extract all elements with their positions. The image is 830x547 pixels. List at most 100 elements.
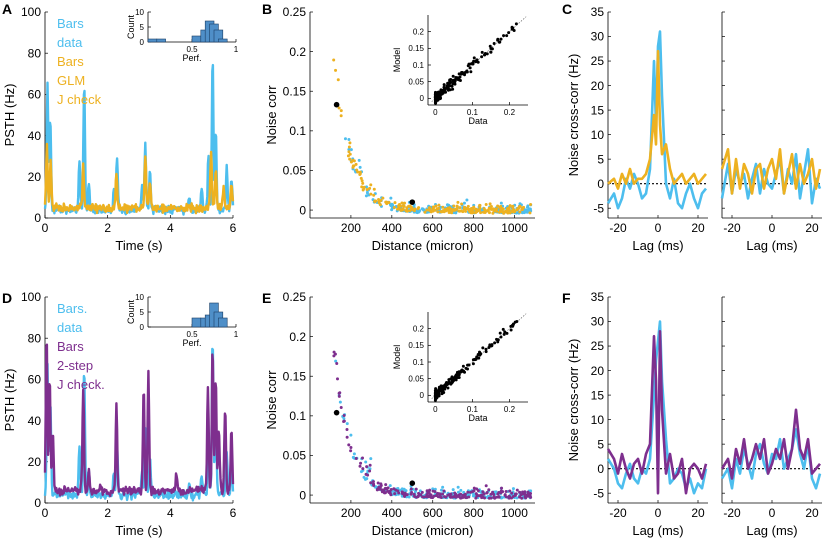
panel-b-point bbox=[393, 201, 397, 205]
panel-b-x-tick-label: 800 bbox=[464, 221, 484, 235]
panel-b-point bbox=[377, 198, 381, 202]
panel-b-inset-point bbox=[441, 89, 445, 93]
panel-b-point bbox=[472, 205, 476, 209]
panel-b-inset-point bbox=[492, 41, 496, 45]
panel-b-inset-point bbox=[437, 90, 441, 94]
panel-a-series-1 bbox=[43, 142, 235, 215]
panel-a-inset-bar bbox=[156, 38, 166, 43]
panel-b-inset-point bbox=[499, 37, 503, 41]
panel-c-series-1 bbox=[720, 148, 822, 195]
panel-b-point bbox=[487, 211, 491, 215]
panel-b-point bbox=[351, 165, 355, 169]
panel-b-point bbox=[348, 141, 352, 145]
panel-e-point bbox=[388, 484, 392, 488]
panel-e-point bbox=[414, 490, 418, 494]
panel-b-point bbox=[408, 209, 412, 213]
panel-f-y-tick-label: 10 bbox=[591, 413, 605, 427]
panel-b-inset-y-tick-label: 0.2 bbox=[413, 27, 425, 36]
panel-b-point bbox=[452, 204, 456, 208]
panel-b-point bbox=[389, 196, 393, 200]
panel-e-inset-y-tick-label: 0.05 bbox=[408, 374, 424, 383]
panel-b-point bbox=[478, 203, 482, 207]
panel-b-inset-ylabel: Model bbox=[392, 48, 402, 73]
panel-b-inset-point bbox=[451, 74, 455, 78]
panel-f-right-subplot: -20 0 20 Lag (ms) bbox=[720, 296, 822, 538]
panel-e-point bbox=[456, 490, 460, 494]
panel-e-point bbox=[495, 495, 499, 499]
panel-b-point bbox=[354, 162, 358, 166]
panel-e-point bbox=[409, 487, 413, 491]
panel-e-point bbox=[508, 489, 512, 493]
panel-b-inset-point bbox=[451, 87, 455, 91]
panel-b-point bbox=[368, 186, 372, 190]
panel-e-point bbox=[526, 490, 530, 494]
panel-e-inset-xlabel: Data bbox=[468, 413, 487, 423]
panel-e-inset-point bbox=[484, 350, 488, 354]
panel-e-inset-point bbox=[498, 331, 502, 335]
panel-e-inset-point bbox=[434, 395, 438, 399]
panel-b-inset-point bbox=[472, 56, 476, 60]
panel-b-point bbox=[377, 201, 381, 205]
panel-b-point bbox=[343, 137, 347, 141]
panel-b-point bbox=[403, 201, 407, 205]
panel-e-point bbox=[444, 495, 448, 499]
panel-e-inset-point bbox=[462, 370, 466, 374]
panel-b-point bbox=[447, 203, 451, 207]
panel-e-point bbox=[431, 487, 435, 491]
panel-b-inset-point bbox=[489, 50, 493, 54]
panel-d-inset-bar bbox=[218, 317, 228, 328]
panel-b-point bbox=[436, 210, 440, 214]
panel-a-inset-ylabel: Count bbox=[126, 15, 136, 40]
panel-b-inset-point bbox=[453, 78, 457, 82]
panel-e-point bbox=[376, 481, 380, 485]
panel-b-y-tick-label: 0 bbox=[299, 203, 306, 217]
panel-b-x-tick-label: 400 bbox=[382, 221, 402, 235]
panel-f-y-tick-label: 20 bbox=[591, 364, 605, 378]
panel-e-inset-point bbox=[471, 362, 475, 366]
panel-e-x-tick-label: 1000 bbox=[501, 506, 528, 520]
panel-c-y-tick-label: -5 bbox=[593, 201, 604, 215]
panel-e-point bbox=[361, 467, 365, 471]
panel-e-inset-point bbox=[444, 382, 448, 386]
panel-b-inset-point bbox=[436, 95, 440, 99]
panel-d-inset-y-tick-label: 5 bbox=[140, 308, 145, 317]
panel-a-x-tick-label: 2 bbox=[104, 221, 111, 235]
panel-e-point bbox=[342, 419, 346, 423]
panel-b-inset-point bbox=[433, 95, 437, 99]
panel-d-xlabel: Time (s) bbox=[115, 523, 162, 538]
panel-c-y-tick-label: 25 bbox=[591, 54, 605, 68]
panel-b-label: B bbox=[262, 1, 272, 17]
panel-e-inset-point bbox=[447, 380, 451, 384]
panel-d-y-tick-label: 40 bbox=[28, 414, 42, 428]
panel-d-x-tick-label: 6 bbox=[230, 506, 237, 520]
panel-b-point bbox=[511, 205, 515, 209]
panel-b-inset-point bbox=[458, 79, 462, 83]
panel-e-y-tick-label: 0.2 bbox=[289, 330, 306, 344]
panel-e-point bbox=[489, 492, 493, 496]
panel-b-inset-point bbox=[469, 70, 473, 74]
panel-b-point bbox=[431, 209, 435, 213]
panel-e-inset-point bbox=[481, 346, 485, 350]
panel-e-highlight-point bbox=[333, 409, 340, 416]
panel-d-legend-entry: Bars bbox=[57, 339, 84, 354]
panel-e-point bbox=[525, 493, 529, 497]
panel-c-right-x-tick-label: 20 bbox=[805, 221, 819, 235]
panel-e-point bbox=[452, 495, 456, 499]
panel-b-point bbox=[347, 147, 351, 151]
panel-e-point bbox=[407, 495, 411, 499]
panel-a-x-tick-label: 6 bbox=[230, 221, 237, 235]
panel-a-inset-y-tick-label: 10 bbox=[135, 8, 144, 17]
panel-b-point bbox=[442, 210, 446, 214]
panel-b-inset-point bbox=[483, 51, 487, 55]
panel-e-point bbox=[431, 489, 435, 493]
panel-e-point bbox=[404, 489, 408, 493]
panel-b-point bbox=[437, 206, 441, 210]
panel-b-point bbox=[465, 198, 469, 202]
panel-e-y-tick-label: 0 bbox=[299, 488, 306, 502]
panel-e-inset-point bbox=[513, 320, 517, 324]
panel-e-point bbox=[342, 413, 346, 417]
panel-e-point bbox=[352, 452, 356, 456]
panel-c-ylabel: Noise cross-corr (Hz) bbox=[566, 54, 581, 177]
panel-b-point bbox=[413, 207, 417, 211]
